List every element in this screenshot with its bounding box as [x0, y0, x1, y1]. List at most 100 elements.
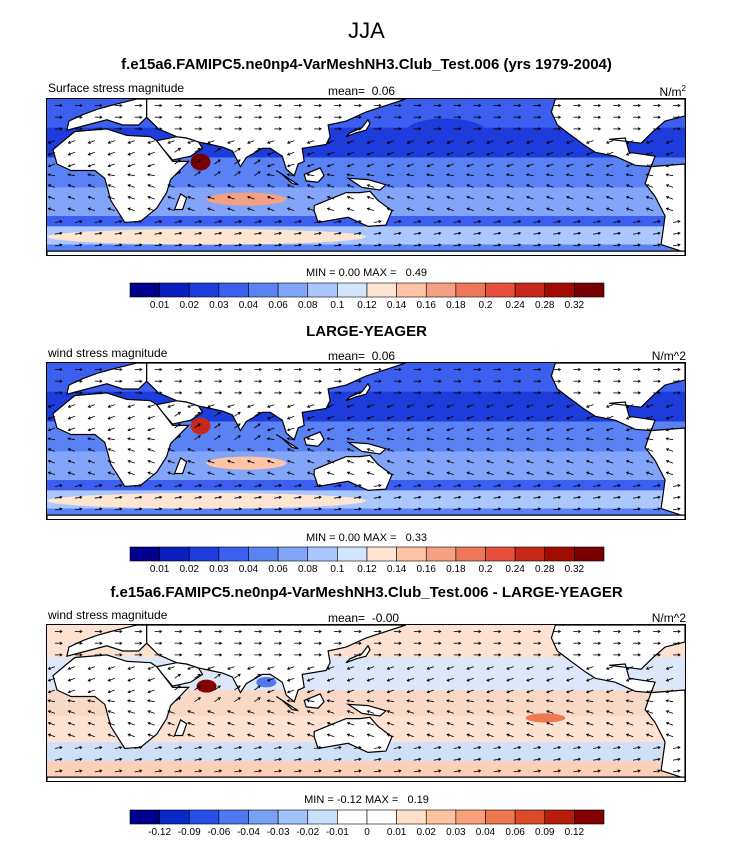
land-borneo — [303, 167, 325, 183]
colorbar-swatch-11 — [455, 282, 486, 298]
land-png — [345, 177, 388, 191]
land-europe — [66, 99, 148, 132]
land-madagascar — [173, 456, 188, 475]
colorbar-swatch-14 — [544, 546, 575, 562]
colorbar-tick-label: 0.2 — [478, 300, 493, 311]
panel-3-map-svg — [47, 625, 685, 781]
colorbar-swatch-14 — [544, 282, 575, 298]
colorbar-tick-label: 0.1 — [330, 564, 345, 575]
colorbar-tick-label: 0.12 — [564, 827, 585, 838]
colorbar-swatch-2 — [188, 546, 220, 562]
colorbar-swatch-6 — [307, 809, 338, 825]
panel-2-colorbar — [129, 546, 605, 562]
colorbar-tick-label: 0.16 — [416, 564, 436, 575]
colorbar-tick-label: 0.03 — [209, 564, 229, 575]
colorbar-tick-label: -0.04 — [237, 827, 260, 838]
colorbar-swatch-4 — [248, 546, 279, 562]
land-namerica — [550, 625, 685, 694]
colorbar-tick-label: 0.06 — [268, 564, 288, 575]
colorbar-swatch-4 — [248, 282, 279, 298]
colorbar-tick-label: 0.18 — [446, 564, 466, 575]
colorbar-swatch-3 — [218, 282, 249, 298]
colorbar-swatch-12 — [485, 809, 516, 825]
colorbar-swatch-8 — [366, 546, 397, 562]
colorbar-swatch-10 — [425, 809, 457, 825]
colorbar-swatch-2 — [188, 809, 220, 825]
colorbar-tick-label: 0.24 — [505, 300, 525, 311]
colorbar-swatch-6 — [307, 282, 338, 298]
colorbar-tick-label: 0.04 — [475, 827, 496, 838]
colorbar-tick-label: 0.01 — [149, 300, 170, 311]
colorbar-tick-label: 0.03 — [209, 300, 229, 311]
colorbar-tick-label: 0.02 — [179, 564, 199, 575]
colorbar-tick-label: 0.18 — [446, 300, 466, 311]
colorbar-swatch-14 — [544, 809, 575, 825]
colorbar-tick-label: 0.03 — [446, 827, 466, 838]
main-title: JJA — [348, 18, 385, 43]
panel-1-units: N/m2 — [659, 84, 686, 99]
region-southern-ocean — [47, 493, 366, 509]
colorbar-tick-label: 0.08 — [298, 564, 318, 575]
land-png — [345, 441, 388, 455]
colorbar-swatch-9 — [396, 809, 427, 825]
colorbar-swatch-15 — [574, 809, 605, 825]
colorbar-tick-label: 0.24 — [505, 564, 525, 575]
panel-1-mean-label: mean= 0.06 — [328, 84, 396, 98]
panel-2-map — [46, 362, 686, 520]
colorbar-swatch-0 — [129, 546, 160, 562]
zonal-band-5 — [47, 761, 685, 781]
land-japan — [345, 644, 371, 664]
land-sumatra — [275, 169, 299, 186]
colorbar-swatch-13 — [514, 809, 546, 825]
stress-vectors — [47, 367, 681, 511]
colorbar-tick-label: 0 — [364, 827, 370, 838]
panel-2-map-svg — [47, 363, 685, 519]
region-south-indian-trades — [206, 456, 287, 470]
colorbar-tick-label: -0.02 — [296, 827, 320, 838]
colorbar-tick-label: 0.06 — [268, 300, 288, 311]
panel-2-mean-label: mean= 0.06 — [328, 349, 396, 363]
stress-vectors — [47, 629, 681, 773]
colorbar-tick-label: 0.01 — [386, 827, 407, 838]
land-europe — [66, 625, 148, 658]
colorbar-swatch-5 — [277, 546, 309, 562]
colorbar-tick-label: 0.01 — [149, 564, 170, 575]
land-borneo — [303, 693, 325, 709]
land-antarctica — [47, 250, 685, 255]
colorbar-tick-label: -0.06 — [207, 827, 231, 838]
colorbar-swatch-7 — [337, 546, 368, 562]
colorbar-swatch-0 — [129, 282, 160, 298]
panel-1-title: f.e15a6.FAMIPC5.ne0np4-VarMeshNH3.Club_T… — [121, 56, 612, 73]
panel-1-colorbar — [129, 282, 605, 298]
panel-1-minmax: MIN = 0.00 MAX = 0.49 — [305, 267, 428, 279]
land-namerica — [550, 363, 685, 432]
land-antarctica — [47, 514, 685, 519]
panel-2-mean-value: 0.06 — [371, 349, 396, 363]
colorbar-swatch-4 — [248, 809, 279, 825]
panel-2-minmax: MIN = 0.00 MAX = 0.33 — [305, 532, 428, 544]
colorbar-swatch-11 — [455, 546, 486, 562]
colorbar-tick-label: 0.02 — [416, 827, 436, 838]
colorbar-swatch-5 — [277, 809, 309, 825]
region-somali-jet — [190, 417, 211, 435]
colorbar-tick-label: 0.08 — [298, 300, 318, 311]
colorbar-swatch-3 — [218, 546, 249, 562]
colorbar-swatch-12 — [485, 282, 516, 298]
region-southern-ocean — [47, 229, 366, 245]
colorbar-tick-label: 0.04 — [238, 300, 259, 311]
land-asia — [146, 363, 407, 441]
colorbar-swatch-5 — [277, 282, 309, 298]
colorbar-swatch-13 — [514, 282, 546, 298]
panel-1-map-svg — [47, 99, 685, 255]
land-sumatra — [275, 433, 299, 450]
land-namerica — [550, 99, 685, 168]
land-japan — [345, 382, 371, 402]
colorbar-tick-label: 0.14 — [386, 564, 407, 575]
land-europe — [66, 363, 148, 396]
colorbar-tick-label: 0.12 — [357, 300, 377, 311]
colorbar-swatch-8 — [366, 282, 397, 298]
colorbar-tick-label: 0.12 — [357, 564, 377, 575]
colorbar-swatch-12 — [485, 546, 516, 562]
panel-1-map — [46, 98, 686, 256]
land-png — [345, 703, 388, 717]
